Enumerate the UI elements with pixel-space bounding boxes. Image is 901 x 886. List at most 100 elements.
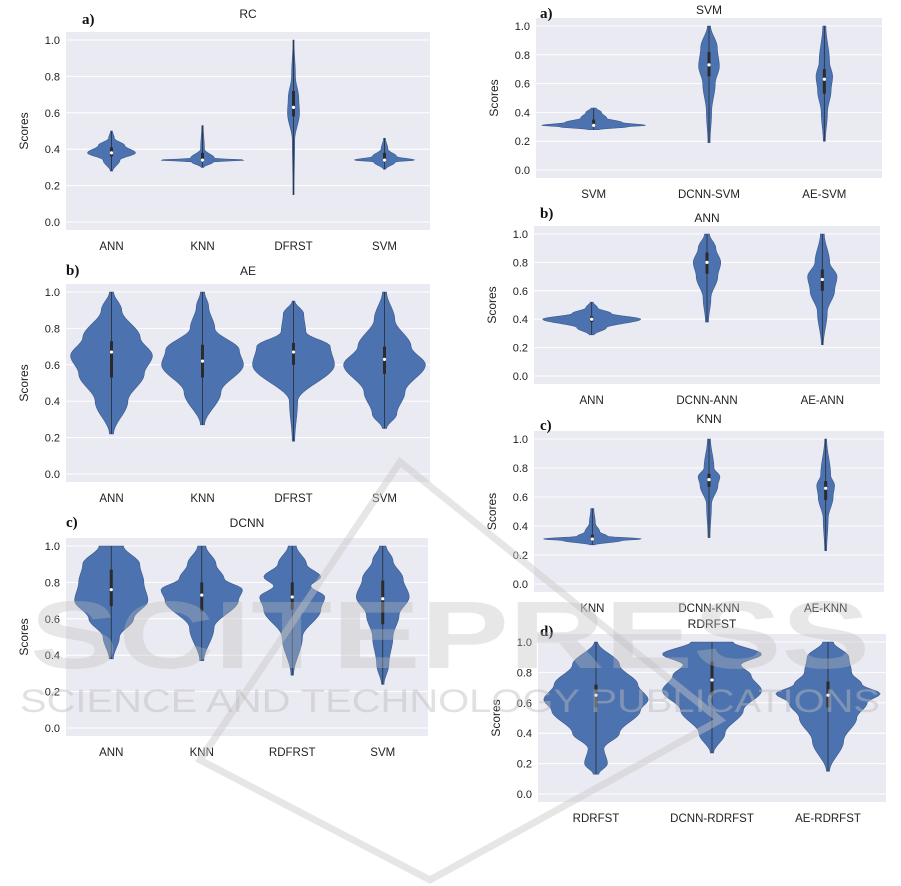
violin-median-dot bbox=[291, 105, 296, 109]
y-tick-label: 0.6 bbox=[513, 286, 528, 298]
y-tick-label: 0.0 bbox=[515, 165, 530, 177]
x-tick-label: ANN bbox=[99, 747, 123, 759]
x-tick-label: RDFRST bbox=[269, 747, 316, 759]
y-tick-label: 0.0 bbox=[45, 469, 60, 481]
y-tick-label: 0.2 bbox=[517, 759, 532, 771]
y-tick-label: 0.4 bbox=[45, 396, 60, 408]
chart-panel-svm: 0.0 0.2 0.4 0.6 0.8 1.0 SVM a) Scores SVM DCNN-SVM… bbox=[487, 3, 882, 201]
y-tick-label: 0.4 bbox=[513, 314, 528, 326]
chart-panel-dcnn: 0.0 0.2 0.4 0.6 0.8 1.0 DCNN c) Scores ANN KNN RDFR… bbox=[17, 515, 428, 759]
y-axis-label: Scores bbox=[17, 112, 31, 149]
y-axis-label: Scores bbox=[17, 364, 31, 401]
y-axis-label: Scores bbox=[485, 286, 499, 323]
y-tick-label: 0.2 bbox=[45, 181, 60, 193]
violin-median-dot bbox=[822, 77, 826, 81]
chart-panel-rc: 0.0 0.2 0.4 0.6 0.8 1.0 RC a) Scores ANN KNN DFRST S… bbox=[17, 7, 430, 253]
y-tick-label: 0.8 bbox=[515, 50, 530, 62]
violin-median-dot bbox=[200, 593, 204, 597]
chart-title: ANN bbox=[694, 211, 719, 225]
x-tick-label: DFRST bbox=[274, 241, 312, 253]
x-tick-label: DCNN-KNN bbox=[678, 603, 739, 615]
y-tick-label: 0.6 bbox=[517, 698, 532, 710]
y-axis-label: Scores bbox=[487, 79, 501, 116]
y-tick-label: 0.6 bbox=[45, 614, 60, 626]
y-tick-label: 0.6 bbox=[515, 79, 530, 91]
chart-panel-ae: 0.0 0.2 0.4 0.6 0.8 1.0 AE b) Scores ANN KNN DFRST S… bbox=[17, 263, 430, 505]
y-axis-label: Scores bbox=[17, 618, 31, 655]
chart-title: AE bbox=[240, 264, 256, 278]
panel-letter: a) bbox=[540, 6, 553, 22]
chart-panel-knn: 0.0 0.2 0.4 0.6 0.8 1.0 KNN c) Scores KNN DCNN-KNN… bbox=[485, 412, 884, 615]
chart-title: RC bbox=[239, 7, 257, 21]
x-tick-label: DCNN-SVM bbox=[678, 189, 740, 201]
x-tick-label: SVM bbox=[372, 493, 397, 505]
x-tick-label: SVM bbox=[372, 241, 397, 253]
y-tick-label: 0.8 bbox=[45, 323, 60, 335]
violin-median-dot bbox=[592, 123, 596, 127]
y-tick-label: 0.8 bbox=[513, 257, 528, 269]
y-tick-label: 1.0 bbox=[45, 287, 60, 299]
violin-median-dot bbox=[590, 537, 594, 541]
violin-median-dot bbox=[594, 693, 598, 697]
x-tick-label: ANN bbox=[99, 241, 123, 253]
y-tick-label: 0.8 bbox=[45, 71, 60, 83]
violin-median-dot bbox=[820, 277, 824, 282]
x-tick-label: RDRFST bbox=[573, 813, 620, 825]
y-tick-label: 0.2 bbox=[515, 136, 530, 148]
x-tick-label: SVM bbox=[581, 189, 606, 201]
y-tick-label: 1.0 bbox=[513, 434, 528, 446]
y-tick-label: 0.4 bbox=[45, 144, 60, 156]
y-tick-label: 0.2 bbox=[513, 343, 528, 355]
y-axis-label: Scores bbox=[489, 699, 503, 736]
x-tick-label: AE-RDRFST bbox=[795, 813, 861, 825]
violin-median-dot bbox=[109, 588, 113, 592]
x-tick-label: AE-ANN bbox=[801, 395, 844, 407]
x-tick-label: AE-KNN bbox=[804, 603, 847, 615]
violin-median-dot bbox=[824, 486, 828, 490]
x-tick-label: KNN bbox=[190, 241, 214, 253]
panel-letter: a) bbox=[82, 12, 95, 28]
y-tick-label: 0.8 bbox=[517, 667, 532, 679]
y-tick-label: 0.0 bbox=[517, 789, 532, 801]
chart-title: KNN bbox=[696, 412, 721, 426]
violin-median-dot bbox=[200, 359, 205, 363]
panel-letter: c) bbox=[66, 515, 78, 531]
chart-title: DCNN bbox=[230, 516, 265, 530]
y-tick-label: 0.6 bbox=[513, 492, 528, 504]
violin-median-dot bbox=[290, 595, 294, 599]
y-tick-label: 0.0 bbox=[513, 371, 528, 383]
violin-median-dot bbox=[382, 357, 387, 361]
violin-median-dot bbox=[590, 317, 594, 321]
x-tick-label: KNN bbox=[190, 493, 214, 505]
x-tick-label: ANN bbox=[99, 493, 123, 505]
y-tick-label: 0.6 bbox=[45, 360, 60, 372]
plot-area bbox=[66, 32, 430, 230]
y-tick-label: 0.0 bbox=[513, 579, 528, 591]
violin-median-dot bbox=[710, 678, 714, 682]
x-tick-label: KNN bbox=[580, 603, 604, 615]
y-tick-label: 0.2 bbox=[45, 687, 60, 699]
violin-median-dot bbox=[826, 693, 830, 697]
y-tick-label: 0.2 bbox=[513, 550, 528, 562]
x-tick-label: KNN bbox=[190, 747, 214, 759]
y-tick-label: 0.4 bbox=[513, 521, 528, 533]
y-tick-label: 1.0 bbox=[45, 35, 60, 47]
y-tick-label: 0.4 bbox=[515, 107, 530, 119]
y-axis-label: Scores bbox=[485, 493, 499, 530]
y-tick-label: 0.4 bbox=[517, 728, 532, 740]
y-tick-label: 1.0 bbox=[45, 541, 60, 553]
panel-letter: b) bbox=[66, 263, 79, 279]
y-tick-label: 1.0 bbox=[515, 21, 530, 33]
y-tick-label: 0.6 bbox=[45, 108, 60, 120]
violin-median-dot bbox=[705, 260, 709, 264]
violin-median-dot bbox=[381, 597, 385, 601]
panel-letter: d) bbox=[540, 624, 553, 640]
panel-letter: b) bbox=[540, 206, 553, 222]
chart-title: RDRFST bbox=[688, 617, 737, 631]
violin-median-dot bbox=[382, 158, 387, 162]
violin-median-dot bbox=[109, 350, 114, 354]
violin-median-dot bbox=[291, 350, 296, 354]
x-tick-label: ANN bbox=[580, 395, 604, 407]
y-tick-label: 0.0 bbox=[45, 723, 60, 735]
